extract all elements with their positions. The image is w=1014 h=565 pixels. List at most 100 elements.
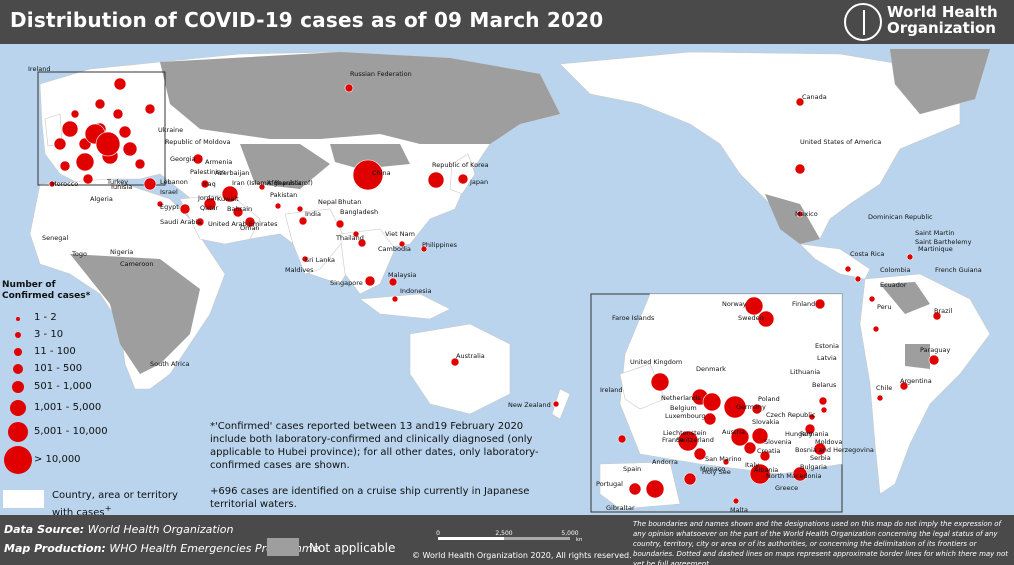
legend-bin-label: 11 - 100	[34, 346, 76, 357]
case-bubble[interactable]	[749, 463, 771, 485]
case-bubble-canada[interactable]	[795, 97, 805, 107]
case-bubble[interactable]	[751, 427, 769, 445]
case-bubble[interactable]	[813, 442, 827, 456]
case-bubble-australia[interactable]	[450, 357, 460, 367]
case-bubble-singapore[interactable]	[364, 275, 376, 287]
case-bubble[interactable]	[722, 458, 730, 466]
inset-place-label: Hungary	[785, 430, 813, 438]
data-source: Data Source: World Health Organization	[4, 523, 234, 536]
scale-bar: 0 2,500 5,000 km	[436, 530, 582, 541]
case-bubbles[interactable]	[48, 77, 942, 505]
case-bubble[interactable]	[723, 395, 747, 419]
case-bubble[interactable]	[335, 219, 345, 229]
not-applicable-areas	[70, 49, 990, 374]
place-label: Canada	[802, 93, 827, 101]
case-bubble-philippines[interactable]	[420, 245, 428, 253]
case-bubble[interactable]	[751, 403, 763, 415]
inset-place-label: Albania	[754, 466, 778, 474]
case-bubble[interactable]	[928, 354, 940, 366]
case-bubble[interactable]	[906, 253, 914, 261]
case-bubble[interactable]	[94, 98, 106, 110]
case-bubble[interactable]	[818, 396, 828, 406]
case-bubble[interactable]	[693, 447, 707, 461]
inset-place-label: Croatia	[757, 447, 780, 455]
case-bubble[interactable]	[82, 173, 94, 185]
case-bubble[interactable]	[702, 392, 722, 412]
case-bubble[interactable]	[244, 216, 256, 228]
case-bubble-republic-of-korea[interactable]	[427, 171, 445, 189]
case-bubble[interactable]	[113, 77, 127, 91]
case-bubble[interactable]	[854, 275, 862, 283]
case-bubble[interactable]	[743, 441, 757, 455]
case-bubble-india[interactable]	[298, 216, 308, 226]
case-bubble[interactable]	[744, 296, 764, 316]
case-bubble-iran-islamic-republic-of-[interactable]	[221, 185, 239, 203]
case-bubble[interactable]	[677, 430, 699, 452]
case-bubble[interactable]	[808, 413, 816, 421]
case-bubble[interactable]	[352, 230, 360, 238]
case-bubble[interactable]	[301, 255, 309, 263]
case-bubble[interactable]	[814, 298, 826, 310]
case-bubble[interactable]	[200, 179, 210, 189]
case-bubble[interactable]	[650, 372, 670, 392]
case-bubble[interactable]	[730, 427, 750, 447]
place-label: Morocco	[51, 180, 78, 188]
case-bubble[interactable]	[796, 210, 804, 218]
place-label: Viet Nam	[385, 230, 415, 238]
case-bubble[interactable]	[192, 153, 204, 165]
case-bubble[interactable]	[143, 177, 157, 191]
case-bubble-brazil[interactable]	[932, 311, 942, 321]
case-bubble[interactable]	[232, 206, 244, 218]
case-bubble[interactable]	[552, 400, 560, 408]
case-bubble[interactable]	[203, 197, 217, 211]
case-bubble[interactable]	[95, 131, 121, 157]
case-bubble[interactable]	[398, 240, 406, 248]
header-bar: Distribution of COVID-19 cases as of 09 …	[0, 0, 1014, 44]
case-bubble-japan[interactable]	[457, 173, 469, 185]
case-bubble[interactable]	[757, 310, 775, 328]
copyright: © World Health Organization 2020, All ri…	[412, 551, 632, 560]
case-bubble-thailand[interactable]	[357, 238, 367, 248]
case-bubble[interactable]	[617, 434, 627, 444]
case-bubble[interactable]	[792, 466, 808, 482]
case-bubble[interactable]	[759, 450, 771, 462]
case-bubble[interactable]	[683, 472, 697, 486]
case-bubble[interactable]	[48, 180, 56, 188]
case-bubble[interactable]	[872, 325, 880, 333]
case-bubble[interactable]	[899, 381, 909, 391]
case-bubble[interactable]	[876, 394, 884, 402]
case-bubble[interactable]	[274, 202, 282, 210]
case-bubble[interactable]	[703, 412, 717, 426]
case-bubble[interactable]	[258, 183, 266, 191]
case-bubble[interactable]	[820, 406, 828, 414]
world-map[interactable]: Ireland Russian Federation Ukraine Republic…	[0, 44, 1014, 515]
case-bubble[interactable]	[144, 103, 156, 115]
case-bubble[interactable]	[868, 295, 876, 303]
case-bubble[interactable]	[628, 482, 642, 496]
case-bubble[interactable]	[122, 141, 138, 157]
inset-place-label: Monaco	[700, 465, 725, 473]
case-bubble[interactable]	[844, 265, 852, 273]
case-bubble-united-states-of-america[interactable]	[794, 163, 806, 175]
europe-inset[interactable]	[590, 293, 843, 513]
case-bubble[interactable]	[118, 125, 132, 139]
case-bubble[interactable]	[804, 423, 816, 435]
case-bubble[interactable]	[296, 205, 304, 213]
case-bubble-russian-federation[interactable]	[344, 83, 354, 93]
case-bubble[interactable]	[645, 479, 665, 499]
case-bubble[interactable]	[179, 203, 191, 215]
place-label: Kuwait	[217, 195, 239, 203]
case-bubble-malaysia[interactable]	[388, 277, 398, 287]
case-bubble[interactable]	[732, 497, 740, 505]
case-bubble[interactable]	[61, 120, 79, 138]
case-bubble-china[interactable]	[352, 159, 384, 191]
case-bubble[interactable]	[134, 158, 146, 170]
case-bubble[interactable]	[53, 137, 67, 151]
case-bubble[interactable]	[70, 109, 80, 119]
case-bubble[interactable]	[112, 108, 124, 120]
case-bubble[interactable]	[75, 152, 95, 172]
case-bubble[interactable]	[156, 200, 164, 208]
case-bubble[interactable]	[391, 295, 399, 303]
case-bubble-spain[interactable]	[59, 160, 71, 172]
case-bubble[interactable]	[195, 217, 205, 227]
